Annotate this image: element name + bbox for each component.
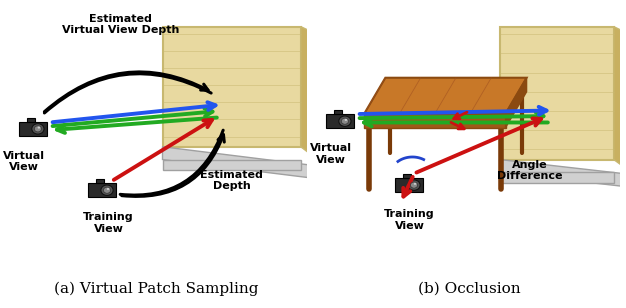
Polygon shape bbox=[500, 160, 626, 188]
Polygon shape bbox=[364, 78, 526, 114]
Polygon shape bbox=[300, 26, 328, 167]
Text: (b) Occlusion: (b) Occlusion bbox=[418, 282, 521, 296]
Polygon shape bbox=[500, 26, 613, 160]
Polygon shape bbox=[163, 26, 300, 147]
Circle shape bbox=[103, 187, 111, 193]
Circle shape bbox=[408, 180, 420, 190]
Circle shape bbox=[414, 183, 416, 185]
Polygon shape bbox=[500, 172, 613, 183]
Circle shape bbox=[34, 126, 41, 132]
Circle shape bbox=[341, 118, 349, 124]
Polygon shape bbox=[396, 178, 423, 192]
Circle shape bbox=[339, 116, 351, 126]
Polygon shape bbox=[334, 110, 342, 114]
Text: Training
View: Training View bbox=[83, 212, 134, 233]
Polygon shape bbox=[403, 174, 411, 178]
Circle shape bbox=[411, 182, 418, 188]
Text: Training
View: Training View bbox=[384, 209, 434, 231]
Text: Estimated
Depth: Estimated Depth bbox=[200, 170, 263, 191]
Text: Virtual
View: Virtual View bbox=[3, 151, 45, 172]
Polygon shape bbox=[27, 118, 34, 122]
Polygon shape bbox=[364, 114, 506, 128]
Circle shape bbox=[32, 124, 44, 134]
Polygon shape bbox=[326, 114, 354, 128]
Polygon shape bbox=[163, 160, 300, 170]
Circle shape bbox=[101, 185, 113, 196]
Circle shape bbox=[107, 188, 110, 190]
Polygon shape bbox=[88, 183, 116, 197]
Polygon shape bbox=[163, 147, 328, 180]
Text: (a) Virtual Patch Sampling: (a) Virtual Patch Sampling bbox=[54, 281, 259, 296]
Text: Estimated
Virtual View Depth: Estimated Virtual View Depth bbox=[62, 14, 179, 35]
Polygon shape bbox=[613, 26, 626, 175]
Circle shape bbox=[345, 119, 347, 121]
Polygon shape bbox=[19, 122, 48, 136]
Circle shape bbox=[38, 127, 40, 129]
Text: Virtual
View: Virtual View bbox=[310, 143, 352, 164]
Text: Angle
Difference: Angle Difference bbox=[497, 160, 562, 181]
Polygon shape bbox=[96, 179, 104, 183]
Polygon shape bbox=[506, 78, 526, 128]
